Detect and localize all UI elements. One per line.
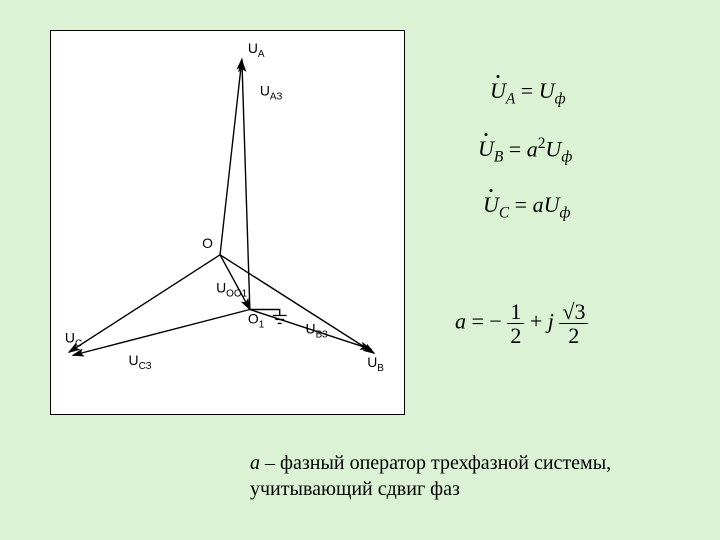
equation-operator-a: a = − 12 + j √32 bbox=[455, 300, 588, 347]
page-root: UAUАЗUCUСЗUBUВЗUOO1OO1 UA = Uф UB = a2Uф… bbox=[0, 0, 720, 540]
svg-text:UСЗ: UСЗ bbox=[129, 352, 152, 372]
phasor-diagram-svg: UAUАЗUCUСЗUBUВЗUOO1OO1 bbox=[51, 31, 404, 414]
svg-text:UВЗ: UВЗ bbox=[306, 320, 328, 340]
caption-text: a – фазный оператор трехфазной системы, … bbox=[250, 450, 611, 502]
svg-text:UАЗ: UАЗ bbox=[260, 83, 283, 103]
svg-text:UOO1: UOO1 bbox=[216, 280, 248, 300]
svg-text:UB: UB bbox=[367, 354, 384, 374]
svg-text:UC: UC bbox=[65, 329, 82, 349]
caption-line2: учитывающий сдвиг фаз bbox=[250, 478, 460, 500]
svg-text:UA: UA bbox=[248, 40, 265, 60]
equation-uc: UC = aUф bbox=[483, 192, 570, 222]
equation-ua: UA = Uф bbox=[490, 78, 566, 108]
equation-ub: UB = a2Uф bbox=[478, 135, 572, 167]
phasor-diagram-panel: UAUАЗUCUСЗUBUВЗUOO1OO1 bbox=[50, 30, 405, 415]
svg-text:O: O bbox=[202, 235, 213, 251]
caption-symbol-a: a bbox=[250, 452, 260, 474]
caption-line1: – фазный оператор трехфазной системы, bbox=[260, 452, 611, 474]
